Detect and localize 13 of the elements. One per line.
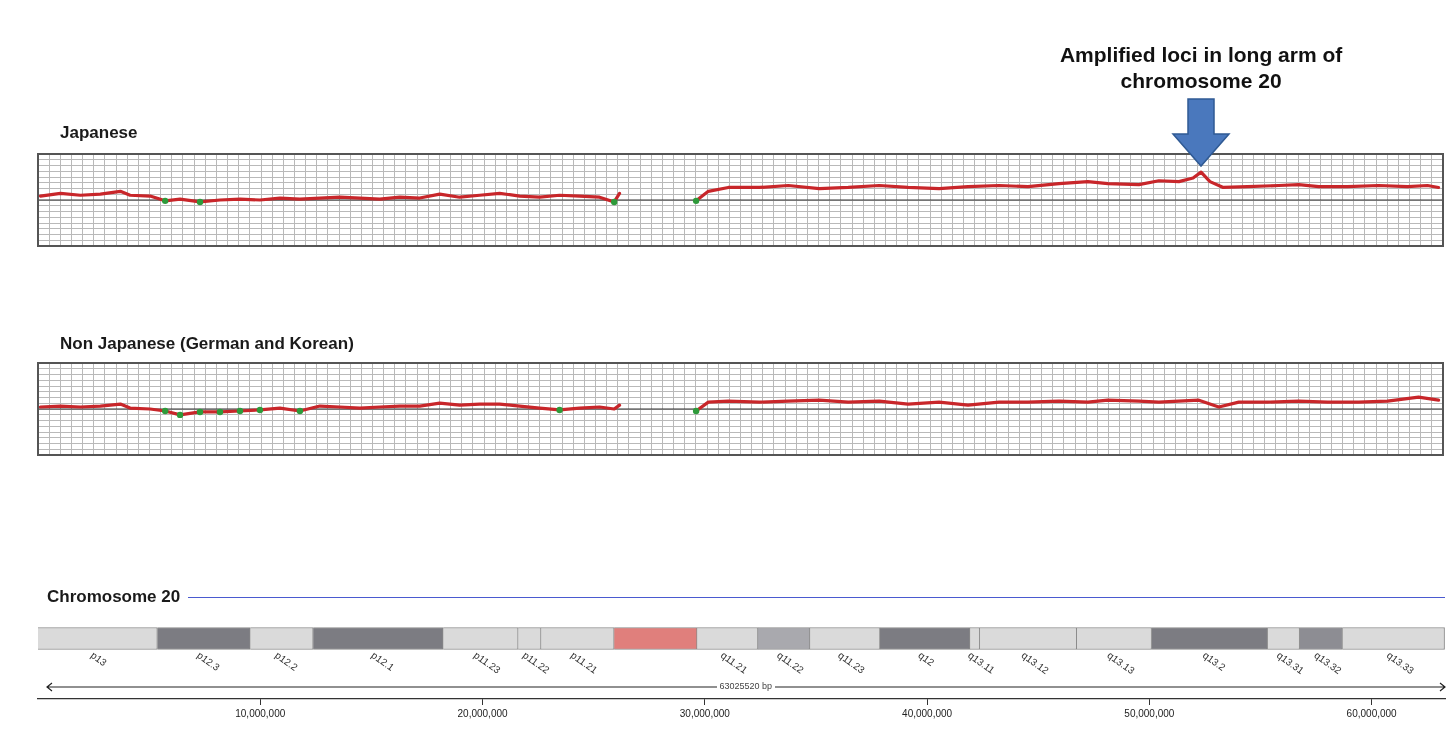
text: Amplified loci in long arm of chromosome 20 (1058, 42, 1344, 95)
x-tick-label: 40,000,000 (902, 707, 953, 719)
x-tick-label: 60,000,000 (1346, 707, 1398, 719)
text: q12 (916, 649, 937, 669)
text: 63025520 bp (716, 681, 776, 691)
chart-title: Non Japanese (German and Korean) (60, 334, 354, 354)
x-tick-label: 20,000,000 (457, 707, 509, 719)
x-tick-label: 30,000,000 (679, 707, 731, 719)
text: p13 (88, 649, 110, 669)
chart-title: Chromosome 20 (47, 587, 181, 607)
x-tick-label: 50,000,000 (1124, 707, 1175, 719)
chart-title: Japanese (60, 123, 138, 143)
x-tick-label: 10,000,000 (235, 707, 286, 719)
